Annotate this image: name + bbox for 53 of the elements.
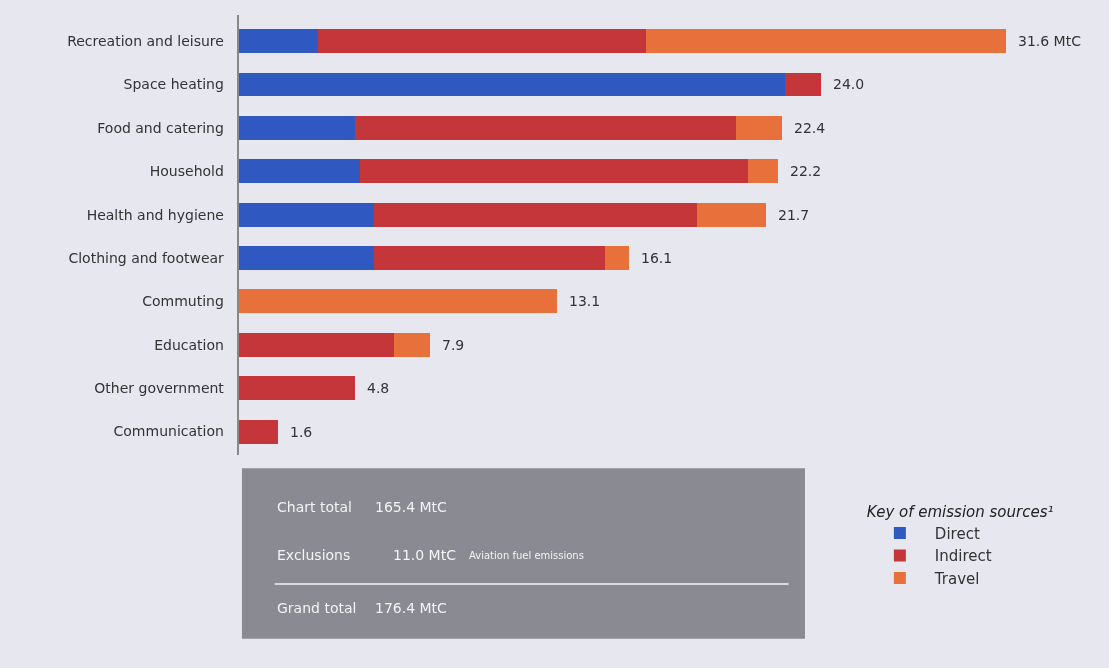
bar [605, 246, 630, 270]
annotation: 16.1 [641, 250, 673, 266]
bar [238, 202, 375, 227]
y-tick-label: Recreation and leisure [67, 32, 224, 49]
bar [645, 29, 1006, 53]
y-tick-label: Other government [94, 380, 225, 397]
annotation: 31.6 MtC [1018, 33, 1082, 49]
legend-label: Travel [933, 569, 980, 588]
annotation: 1.6 [290, 424, 313, 440]
y-tick-label: Communication [113, 423, 224, 440]
annotation: 21.7 [778, 207, 810, 223]
bar [374, 246, 606, 270]
legend-label: Indirect [934, 547, 992, 566]
y-tick-label: Clothing and footwear [68, 249, 225, 266]
bar [238, 419, 278, 444]
y-tick-label: Space heating [123, 76, 224, 93]
bar [736, 115, 783, 140]
bar [238, 72, 785, 97]
legend-label: Direct [934, 524, 980, 543]
text: 176.4 MtC [375, 600, 448, 616]
annotation: 22.2 [790, 163, 822, 179]
annotation: 7.9 [442, 337, 465, 353]
y-tick-label: Commuting [142, 293, 224, 310]
bar [238, 332, 395, 357]
text: Chart total [277, 499, 352, 515]
legend-title: Key of emission sources¹ [866, 502, 1054, 521]
bar [359, 159, 748, 184]
bar [394, 332, 431, 357]
bar [318, 29, 646, 53]
y-tick-label: Education [154, 336, 224, 353]
text: Exclusions [277, 547, 351, 563]
bar [697, 202, 766, 227]
bar [784, 72, 821, 97]
annotation: 4.8 [367, 380, 390, 396]
bar [238, 289, 557, 314]
annotation: 24.0 [833, 76, 865, 92]
bar [747, 159, 778, 184]
bar [238, 115, 356, 140]
bar [374, 202, 698, 227]
bar [238, 159, 360, 184]
bar [238, 29, 319, 53]
annotation: 13.1 [569, 293, 601, 309]
annotation: 22.4 [794, 120, 826, 136]
text: Aviation fuel emissions [469, 550, 584, 561]
bar [238, 376, 356, 401]
text: 11.0 MtC [393, 547, 457, 563]
bar [355, 115, 737, 140]
text: Grand total [277, 600, 357, 616]
text: 165.4 MtC [375, 499, 448, 515]
y-tick-label: Health and hygiene [86, 206, 224, 223]
y-tick-label: Food and catering [97, 119, 224, 136]
bar [238, 246, 375, 270]
y-tick-label: Household [149, 163, 224, 180]
